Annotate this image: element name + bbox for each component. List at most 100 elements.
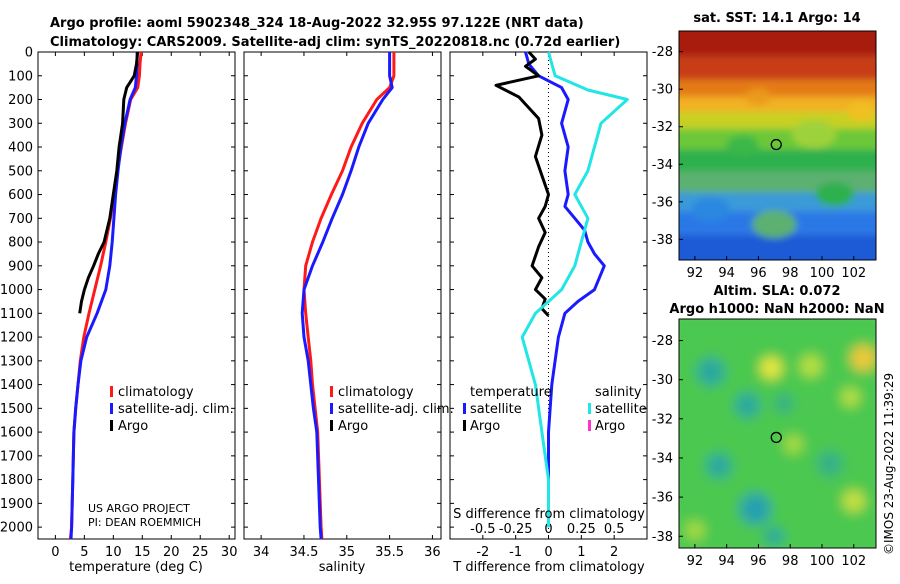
x2-tick-label: 0.5 [604,522,625,537]
sst-map-title: sat. SST: 14.1 Argo: 14 [693,11,860,26]
s-difference-label: S difference from climatology [453,507,645,522]
depth-tick-label: 700 [8,212,33,227]
sst-band [679,128,876,150]
depth-tick-label: 1200 [0,331,33,346]
sst-patch [726,135,759,156]
diff-legend-t-satellite-label: satellite [470,402,522,417]
sla-blob [799,354,822,378]
legend-temperature-heading: temperature [470,385,552,400]
temperature-panel-frame [37,51,236,540]
x2-tick-label: 0.25 [567,522,596,537]
x2-tick-label: 0 [544,522,552,537]
depth-tick-label: 1600 [0,426,33,441]
argo-position-marker-sst [770,138,782,151]
x-tick-label: 15 [134,545,151,560]
diff-legend-s-satellite-label: satellite [595,402,647,417]
x-tick-label: 10 [105,545,122,560]
s-difference-x-axis: -0.5 -0.25 0 0.25 0.5 [470,522,624,537]
sla-blob [783,434,803,454]
salinity-x-axis: 34 34.5 35 35.5 36 [253,52,441,560]
legend-satellite-swatch [110,403,113,414]
sla-blob [734,392,761,418]
difference-panel: -2 -1 0 1 2 -0.5 -0.25 0 0.25 0.5 S difference f… [449,50,648,575]
lat-tick-label: -36 [652,491,673,506]
header-line-1: Argo profile: aoml 5902348_324 18-Aug-20… [50,16,584,31]
salinity-x-label: salinity [319,560,366,575]
depth-tick-label: 900 [8,259,33,274]
sst-map-frame [678,30,877,261]
temperature-series [68,51,143,540]
sst-band [679,171,876,193]
sla-blob [850,345,876,371]
lon-tick-label: 98 [782,266,799,281]
legend-argo-swatch [110,420,113,431]
lat-tick-label: -32 [652,412,673,427]
sla-blob [685,520,705,540]
temperature-x-axis: 0 5 10 15 20 25 30 [51,52,237,560]
lat-tick-label: -28 [652,334,673,349]
depth-tick-label: 1500 [0,402,33,417]
x2-tick-label: -0.5 [470,522,495,537]
difference-series [494,50,629,528]
x-tick-label: 30 [221,545,238,560]
sla-blob [841,387,861,407]
sal-legend-satellite-label: satellite-adj. clim. [338,402,454,417]
depth-tick-label: 600 [8,188,33,203]
lat-tick-label: -38 [652,530,673,545]
series-line-climatology [68,51,143,540]
salinity-panel-frame [243,51,442,540]
depth-tick-label: 800 [8,236,33,251]
depth-tick-label: 1100 [0,307,33,322]
sst-band [679,79,876,97]
legend-climatology-swatch [110,386,113,397]
x-tick-label: 34.5 [289,545,318,560]
depth-tick-label: 1800 [0,473,33,488]
sla-blob [817,451,843,477]
sst-band [679,56,876,80]
x-tick-label: 35.5 [375,545,404,560]
depth-axis: 0 100 200 300 400 500 600 700 800 900 1000 1100 1200… [0,46,235,536]
sla-map-subtitle: Argo h1000: NaN h2000: NaN [669,302,884,317]
x-tick-label: 5 [80,545,88,560]
legend-climatology-label: climatology [118,385,194,400]
lat-tick-label: -34 [652,451,673,466]
depth-tick-label: 100 [8,69,33,84]
pi-credit: PI: DEAN ROEMMICH [88,516,201,529]
series-line-temperature-argo [494,50,550,317]
sst-patch [751,210,797,239]
project-credit: US ARGO PROJECT [88,502,190,515]
sst-lon-axis: 92 94 96 98 100 102 [687,256,866,281]
sst-band [679,149,876,172]
sst-band [679,96,876,112]
sst-patch [815,182,854,207]
depth-tick-label: 2000 [0,521,33,536]
depth-tick-label: 1900 [0,497,33,512]
series-line-salinity-satellite [520,51,629,528]
series-line-satellite-adj-clim- [69,52,139,540]
sst-patch [847,102,876,121]
depth-tick-label: 0 [25,46,33,61]
sla-lon-axis: 92 94 96 98 100 102 [687,544,866,569]
temperature-legend: climatology satellite-adj. clim. Argo [110,385,234,434]
lon-tick-label: 94 [718,554,735,569]
x-tick-label: 36 [424,545,441,560]
x-tick-label: 25 [192,545,209,560]
sla-blob [842,489,865,513]
sal-legend-argo-swatch [330,420,333,431]
depth-tick-label: 1300 [0,354,33,369]
legend-satellite-label: satellite-adj. clim. [118,402,234,417]
t-difference-label: T difference from climatology [452,560,645,575]
x-tick-label: 34 [253,545,270,560]
lon-tick-label: 92 [687,554,704,569]
lon-tick-label: 96 [750,266,767,281]
sst-map-panel: sat. SST: 14.1 Argo: 14 92 94 96 98 100 102 -… [652,11,877,281]
salinity-depth-ticks [244,51,441,528]
lat-tick-label: -30 [652,373,673,388]
series-line-argo [78,51,140,314]
x-tick-label: 0 [544,545,552,560]
depth-tick-label: 1400 [0,378,33,393]
diff-legend-t-argo-swatch [463,420,466,431]
x-tick-label: 1 [577,545,585,560]
lat-tick-label: -30 [652,83,673,98]
